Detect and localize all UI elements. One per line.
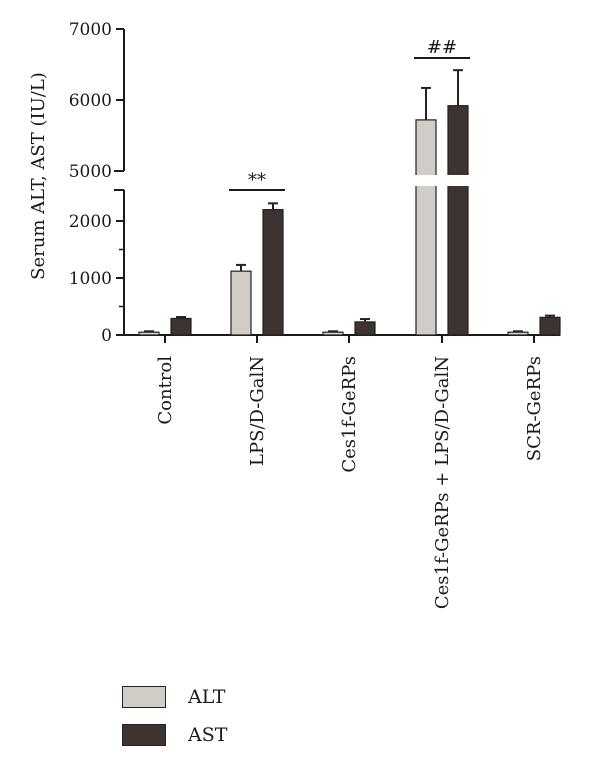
bar-alt bbox=[507, 331, 529, 336]
bar-alt bbox=[230, 270, 252, 336]
x-tick-label: Control bbox=[155, 356, 176, 425]
x-tick-label: SCR-GeRPs bbox=[524, 356, 545, 461]
legend: ALT AST bbox=[122, 684, 227, 760]
y-tick-label: 0 bbox=[101, 326, 112, 346]
x-tick-label: Ces1f-GeRPs bbox=[339, 356, 360, 473]
bar-alt bbox=[415, 119, 437, 336]
significance-marker: ## bbox=[427, 37, 457, 58]
break-band bbox=[400, 175, 490, 186]
y-axis-title: Serum ALT, AST (IU/L) bbox=[28, 72, 49, 280]
bar-ast bbox=[539, 316, 561, 336]
category-labels: Control LPS/D-GalN Ces1f-GeRPs Ces1f-GeRPs … bbox=[155, 356, 545, 609]
legend-swatch-ast bbox=[122, 724, 166, 746]
y-tick-label: 7000 bbox=[69, 20, 112, 40]
significance-marker: ** bbox=[248, 170, 266, 191]
y-tick-label: 6000 bbox=[69, 91, 112, 111]
bar-alt bbox=[322, 331, 344, 336]
legend-swatch-alt bbox=[122, 686, 166, 708]
significance-annotations: ** ## bbox=[229, 37, 470, 191]
legend-item-alt: ALT bbox=[122, 684, 227, 710]
legend-label-ast: AST bbox=[188, 724, 228, 746]
bars bbox=[138, 69, 561, 336]
bar-ast bbox=[447, 105, 469, 336]
bar-ast bbox=[170, 317, 192, 336]
bar-ast bbox=[354, 321, 376, 336]
bar-alt bbox=[138, 331, 160, 336]
x-tick-label: Ces1f-GeRPs + LPS/D-GalN bbox=[432, 356, 453, 609]
legend-label-alt: ALT bbox=[188, 686, 226, 708]
legend-item-ast: AST bbox=[122, 722, 227, 748]
y-tick-label: 1000 bbox=[69, 269, 112, 289]
y-tick-label: 2000 bbox=[69, 212, 112, 232]
bar-ast bbox=[262, 209, 284, 336]
y-tick-label: 5000 bbox=[69, 162, 112, 182]
x-tick-label: LPS/D-GalN bbox=[247, 356, 268, 466]
